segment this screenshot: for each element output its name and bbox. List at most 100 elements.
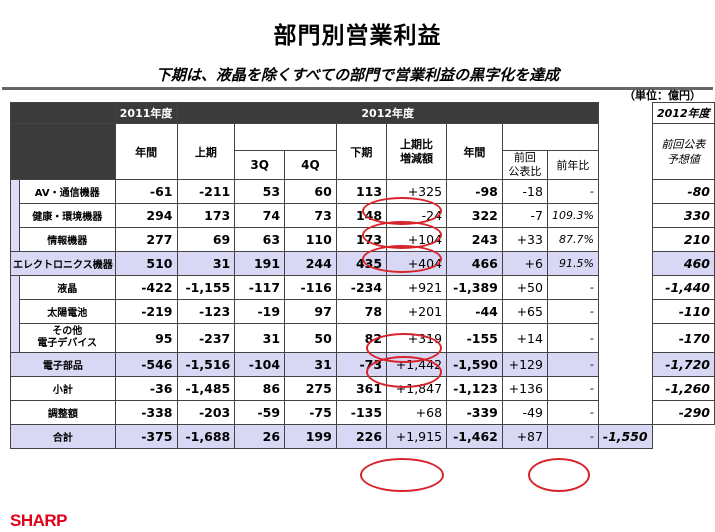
cell-h2: 113 <box>335 179 388 204</box>
cell-q4: 110 <box>284 227 337 252</box>
cell-q4: 97 <box>284 299 337 324</box>
cell-annual: 466 <box>446 251 503 276</box>
table-row: 情報機器 277 69 63 110 173 +104 243 +33 87.7… <box>11 227 715 252</box>
header-fy2012: 2012年度 <box>176 102 599 124</box>
cell-h2: -73 <box>335 352 388 377</box>
cell-yoy: 91.5% <box>546 251 599 276</box>
header-annual-sub-blank <box>501 123 599 151</box>
cell-vs-forecast: -7 <box>501 203 548 228</box>
cell-fy11: -338 <box>114 400 178 425</box>
cell-yoy: 109.3% <box>546 203 599 228</box>
cell-q3: 63 <box>234 227 286 252</box>
cell-vs-forecast: +14 <box>501 323 548 353</box>
table-row: 液晶 -422 -1,155 -117 -116 -234 +921 -1,38… <box>10 275 715 353</box>
cell-vs-forecast: +33 <box>501 227 548 252</box>
header-annual-2011: 年間 <box>114 123 178 180</box>
cell-yoy: - <box>546 400 599 425</box>
cell-fy11: -546 <box>114 352 178 377</box>
cell-annual: -1,462 <box>446 424 503 449</box>
cell-forecast: 460 <box>651 251 715 276</box>
cell-h1: 69 <box>176 227 236 252</box>
cell-diff: +404 <box>386 251 448 276</box>
cell-annual: -155 <box>446 323 503 353</box>
row-label: その他 電子デバイス <box>18 323 116 353</box>
row-label: 健康・環境機器 <box>18 203 116 228</box>
cell-forecast: -1,260 <box>651 376 715 401</box>
row-label: 電子部品 <box>10 352 116 377</box>
table-row: その他 電子デバイス 95 -237 31 50 82 +319 -155 +1… <box>11 323 715 353</box>
cell-forecast: -80 <box>651 179 715 204</box>
cell-q4: 31 <box>284 352 337 377</box>
cell-q4: 244 <box>284 251 337 276</box>
cell-diff: -24 <box>386 203 448 228</box>
cell-annual: -44 <box>446 299 503 324</box>
cell-fy11: 95 <box>114 323 178 353</box>
cell-fy11: -219 <box>114 299 178 324</box>
cell-fy11: -36 <box>114 376 178 401</box>
cell-q4: -116 <box>284 275 337 300</box>
cell-vs-forecast: -18 <box>501 179 548 204</box>
cell-q3: 74 <box>234 203 286 228</box>
header-q3: 3Q <box>234 150 286 180</box>
row-label: 太陽電池 <box>18 299 116 324</box>
cell-h2: -135 <box>335 400 388 425</box>
cell-forecast: -1,550 <box>597 424 653 449</box>
header-q4: 4Q <box>284 150 337 180</box>
cell-vs-forecast: -49 <box>501 400 548 425</box>
header-second-half: 下期 <box>335 123 388 180</box>
cell-vs-forecast: +65 <box>501 299 548 324</box>
row-label: 情報機器 <box>18 227 116 252</box>
cell-yoy: 87.7% <box>546 227 599 252</box>
header-first-half: 上期 <box>176 123 236 180</box>
cell-forecast: -110 <box>651 299 715 324</box>
cell-fy11: 277 <box>114 227 178 252</box>
cell-h2: 148 <box>335 203 388 228</box>
table-row: 調整額 -338 -203 -59 -75 -135 +68 -339 -49 … <box>10 400 715 425</box>
page-title: 部門別営業利益 <box>273 23 442 49</box>
total-row: 合計 -375 -1,688 26 199 226 +1,915 -1,462 … <box>10 424 715 449</box>
group-stub <box>10 275 20 353</box>
header-forecast: 前回公表 予想値 <box>651 123 715 180</box>
cell-yoy: - <box>546 179 599 204</box>
unit-label: （単位：億円） <box>624 89 701 102</box>
title-divider <box>2 87 713 90</box>
cell-h1: -1,155 <box>176 275 236 300</box>
header-fy2011: 2011年度 <box>114 102 178 124</box>
cell-forecast: 330 <box>651 203 715 228</box>
cell-annual: -1,590 <box>446 352 503 377</box>
cell-q4: 199 <box>284 424 337 449</box>
cell-h1: -1,516 <box>176 352 236 377</box>
cell-h2: 435 <box>335 251 388 276</box>
cell-yoy: - <box>546 299 599 324</box>
cell-yoy: - <box>546 323 599 353</box>
cell-vs-forecast: +87 <box>501 424 548 449</box>
cell-q4: 275 <box>284 376 337 401</box>
page-subtitle: 下期は、液晶を除くすべての部門で営業利益の黒字化を達成 <box>155 66 560 84</box>
cell-diff: +1,847 <box>386 376 448 401</box>
cell-q4: 60 <box>284 179 337 204</box>
cell-q3: 86 <box>234 376 286 401</box>
cell-forecast: 210 <box>651 227 715 252</box>
cell-yoy: - <box>546 275 599 300</box>
cell-q3: -117 <box>234 275 286 300</box>
cell-h1: -211 <box>176 179 236 204</box>
row-label: AV・通信機器 <box>18 179 116 204</box>
cell-vs-forecast: +129 <box>501 352 548 377</box>
cell-h2: 78 <box>335 299 388 324</box>
cell-fy11: 294 <box>114 203 178 228</box>
cell-diff: +68 <box>386 400 448 425</box>
cell-diff: +1,915 <box>386 424 448 449</box>
cell-q3: 53 <box>234 179 286 204</box>
highlight-circle-total-vs-forecast <box>528 458 590 492</box>
cell-h2: -234 <box>335 275 388 300</box>
cell-forecast: -290 <box>651 400 715 425</box>
row-label: 調整額 <box>10 400 116 425</box>
cell-h1: -123 <box>176 299 236 324</box>
table-row: 健康・環境機器 294 173 74 73 148 -24 322 -7 109… <box>11 203 715 228</box>
table-row: 太陽電池 -219 -123 -19 97 78 +201 -44 +65 - … <box>11 299 715 324</box>
cell-h1: -203 <box>176 400 236 425</box>
row-label: エレクトロニクス機器 <box>10 251 116 276</box>
cell-h1: -1,485 <box>176 376 236 401</box>
cell-diff: +325 <box>386 179 448 204</box>
cell-yoy: - <box>546 424 599 449</box>
